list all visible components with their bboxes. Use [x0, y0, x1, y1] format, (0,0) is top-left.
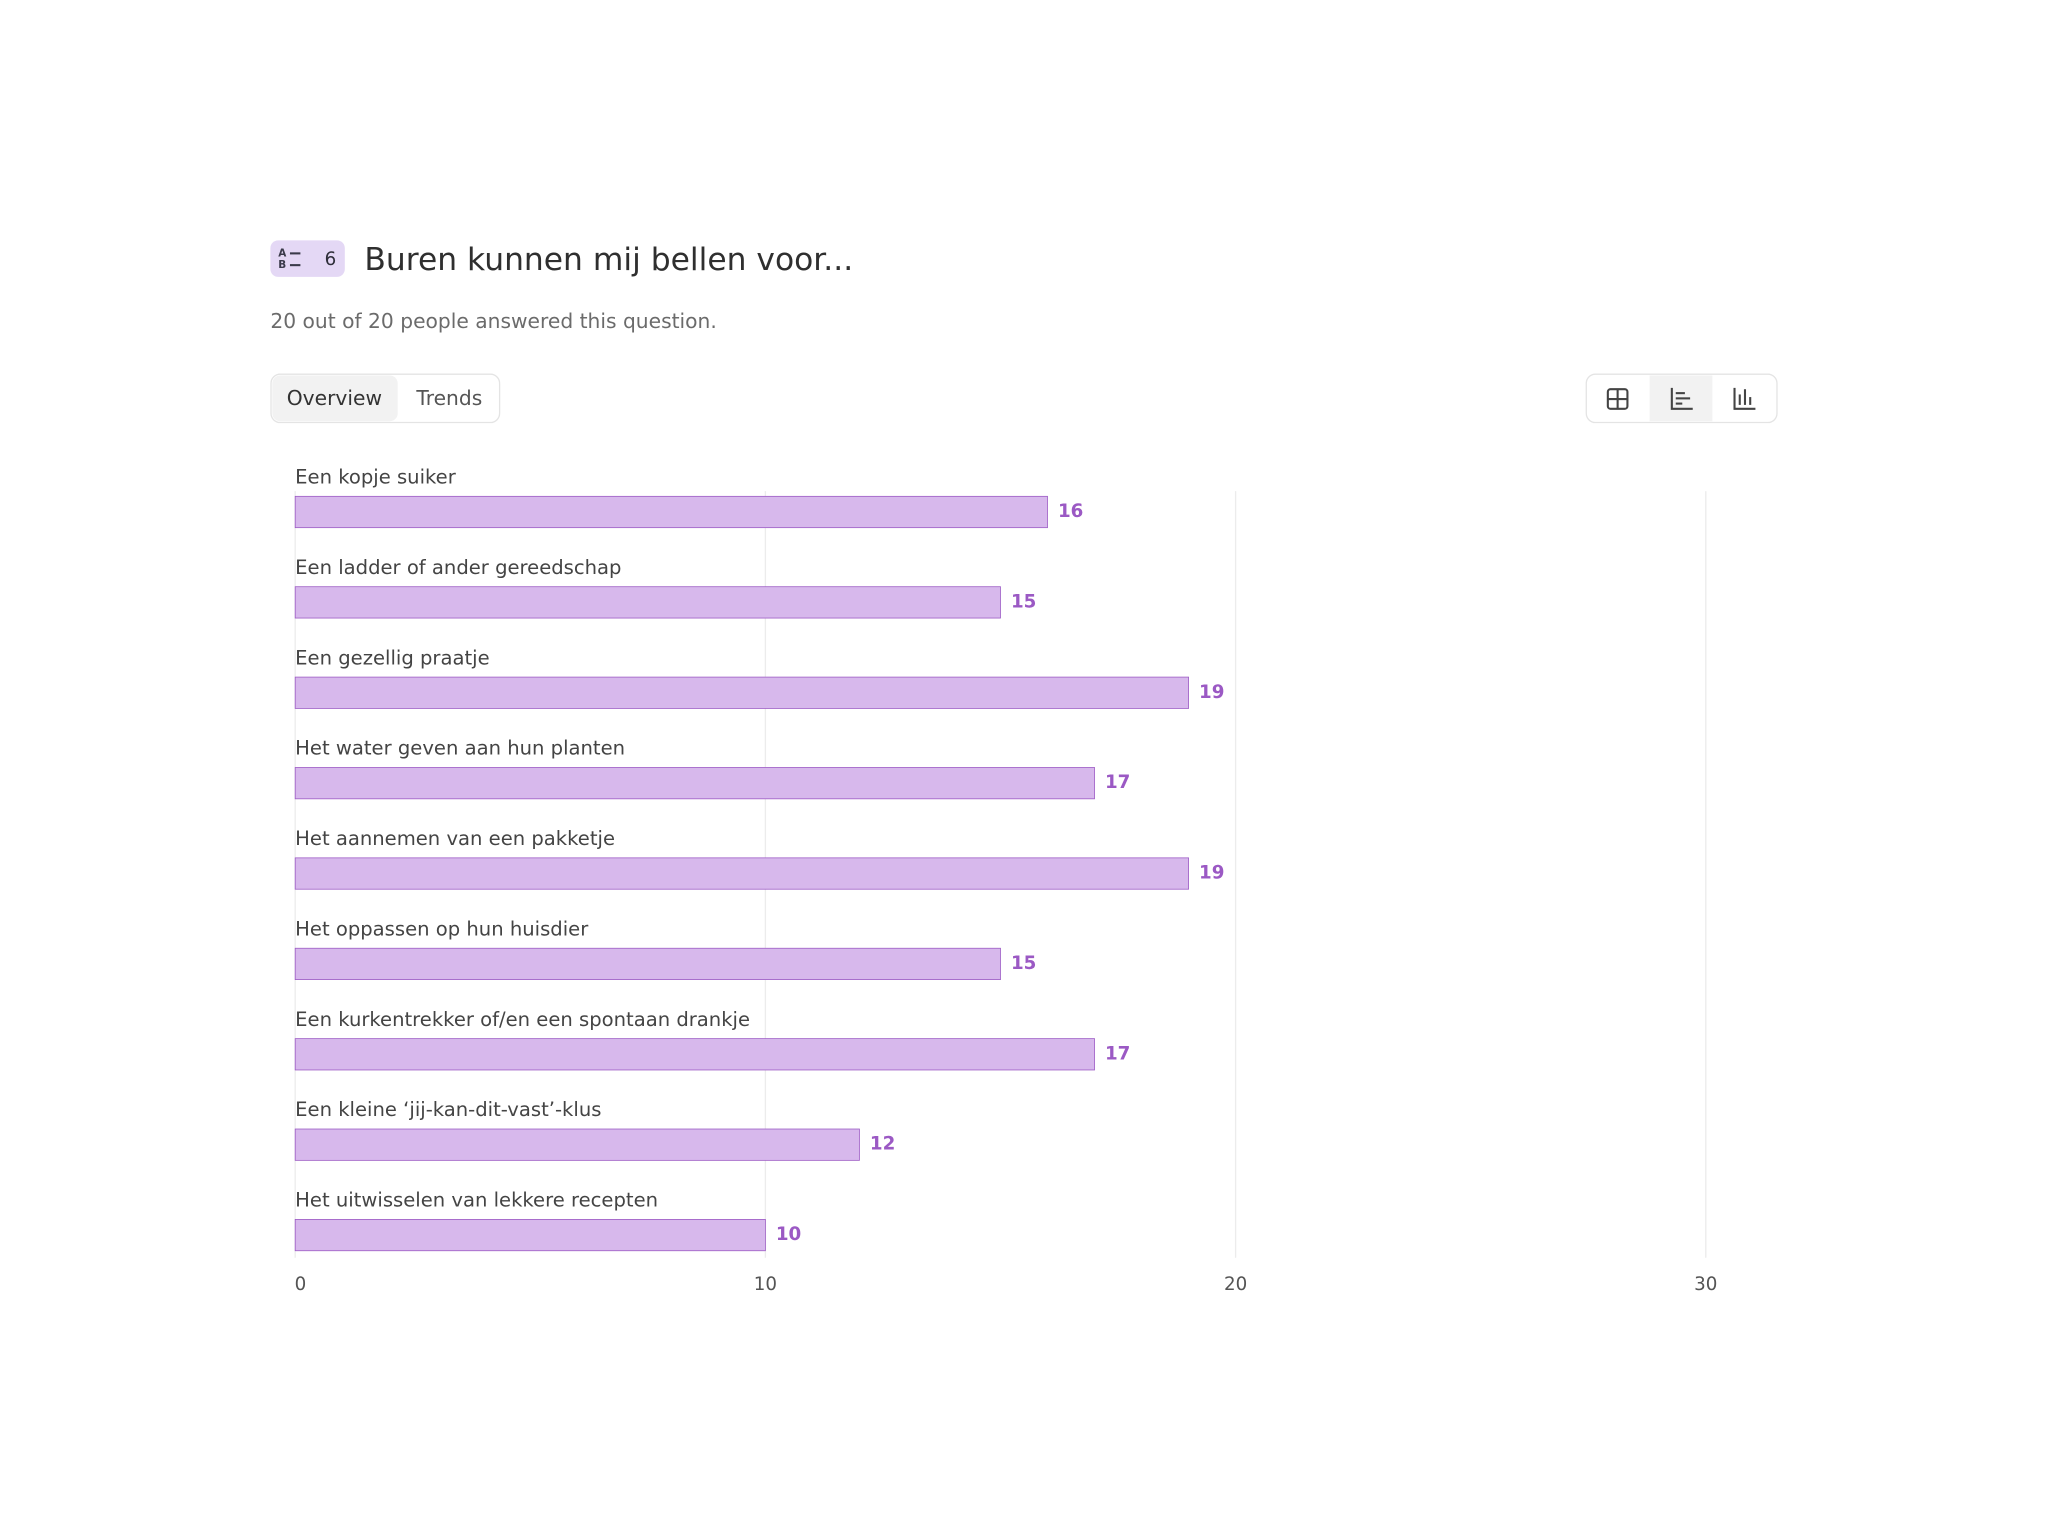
category-label: Het aannemen van een pakketje [295, 827, 615, 850]
value-label: 15 [1011, 591, 1036, 612]
table-view-icon[interactable] [1606, 388, 1629, 410]
value-label: 16 [1058, 501, 1083, 522]
bar-vertical-view-icon[interactable] [1733, 387, 1756, 410]
category-label: Het uitwisselen van lekkere recepten [295, 1189, 658, 1212]
question-number: 6 [325, 249, 337, 270]
value-label: 17 [1105, 772, 1130, 793]
category-label: Een ladder of ander gereedschap [295, 556, 621, 579]
bar [294, 495, 1048, 529]
question-badge [270, 240, 345, 277]
x-tick-label: 30 [1694, 1274, 1717, 1295]
list-icon [289, 252, 301, 267]
value-label: 17 [1105, 1043, 1130, 1064]
tab[interactable]: Trends [415, 386, 482, 410]
question-title: Buren kunnen mij bellen voor... [364, 242, 853, 278]
category-label: Een kurkentrekker of/en een spontaan dra… [295, 1008, 750, 1031]
bar [294, 767, 1095, 800]
x-tick-label: 0 [295, 1274, 307, 1295]
value-label: 15 [1011, 953, 1036, 974]
value-label: 19 [1199, 863, 1224, 884]
bar [294, 857, 1189, 890]
value-label: 12 [870, 1134, 895, 1155]
category-label: Het oppassen op hun huisdier [295, 917, 589, 940]
x-tick-label: 10 [754, 1274, 777, 1295]
value-label: 10 [776, 1224, 801, 1245]
category-label: Het water geven aan hun planten [295, 737, 625, 760]
bar [294, 586, 1001, 619]
bar [294, 676, 1189, 709]
icon-letter: B [278, 259, 286, 271]
category-label: Een kopje suiker [295, 466, 457, 489]
bar-horizontal-view-icon[interactable] [1670, 387, 1693, 410]
tab[interactable]: Overview [287, 386, 382, 410]
value-label: 19 [1199, 682, 1224, 703]
bar [294, 947, 1001, 980]
category-label: Een kleine ‘jij-kan-dit-vast’-klus [295, 1098, 601, 1121]
bar [294, 1219, 766, 1252]
category-label: Een gezellig praatje [295, 646, 489, 669]
bar [294, 1128, 860, 1161]
question-subtitle: 20 out of 20 people answered this questi… [270, 309, 716, 333]
bar [294, 1038, 1095, 1071]
tab-active-bg [272, 375, 398, 422]
x-tick-label: 20 [1224, 1274, 1247, 1295]
icon-letter: A [278, 247, 287, 259]
